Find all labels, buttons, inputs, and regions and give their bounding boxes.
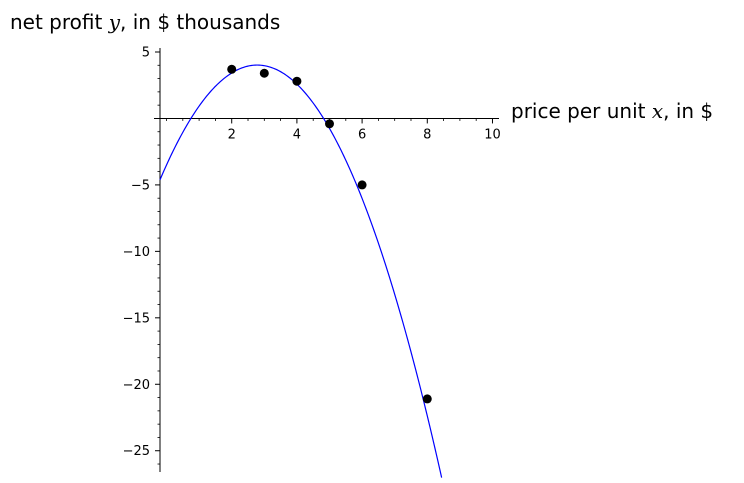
data-point-3 — [292, 76, 302, 86]
y-axis-title: net profit y, in $ thousands — [10, 10, 280, 34]
x-tick-label-4: 4 — [293, 127, 301, 142]
x-tick-label-2: 2 — [228, 127, 236, 142]
data-point-1 — [227, 64, 237, 74]
data-point-4 — [325, 119, 334, 129]
data-point-2 — [259, 68, 269, 78]
data-point-6 — [422, 394, 432, 404]
fit-curve-group — [159, 64, 443, 478]
y-tick-label--15: −15 — [123, 311, 150, 326]
y-tick-label-5: 5 — [142, 45, 150, 60]
x-tick-label-8: 8 — [423, 127, 431, 142]
axes — [154, 48, 499, 472]
y-tick-label--5: −5 — [131, 178, 150, 193]
points-group — [227, 64, 432, 404]
y-tick-label--25: −25 — [123, 444, 150, 459]
x-tick-label-10: 10 — [484, 127, 501, 142]
y-tick-label--10: −10 — [123, 245, 150, 260]
fit-curve — [159, 64, 443, 478]
x-axis-title: price per unit x, in $ — [511, 99, 713, 123]
data-point-5 — [357, 180, 367, 190]
ticks: 2 4 6 8 10 5 −5 −10 −15 −20 −25 — [123, 45, 501, 465]
x-tick-label-6: 6 — [358, 127, 366, 142]
y-tick-label--20: −20 — [123, 378, 150, 393]
